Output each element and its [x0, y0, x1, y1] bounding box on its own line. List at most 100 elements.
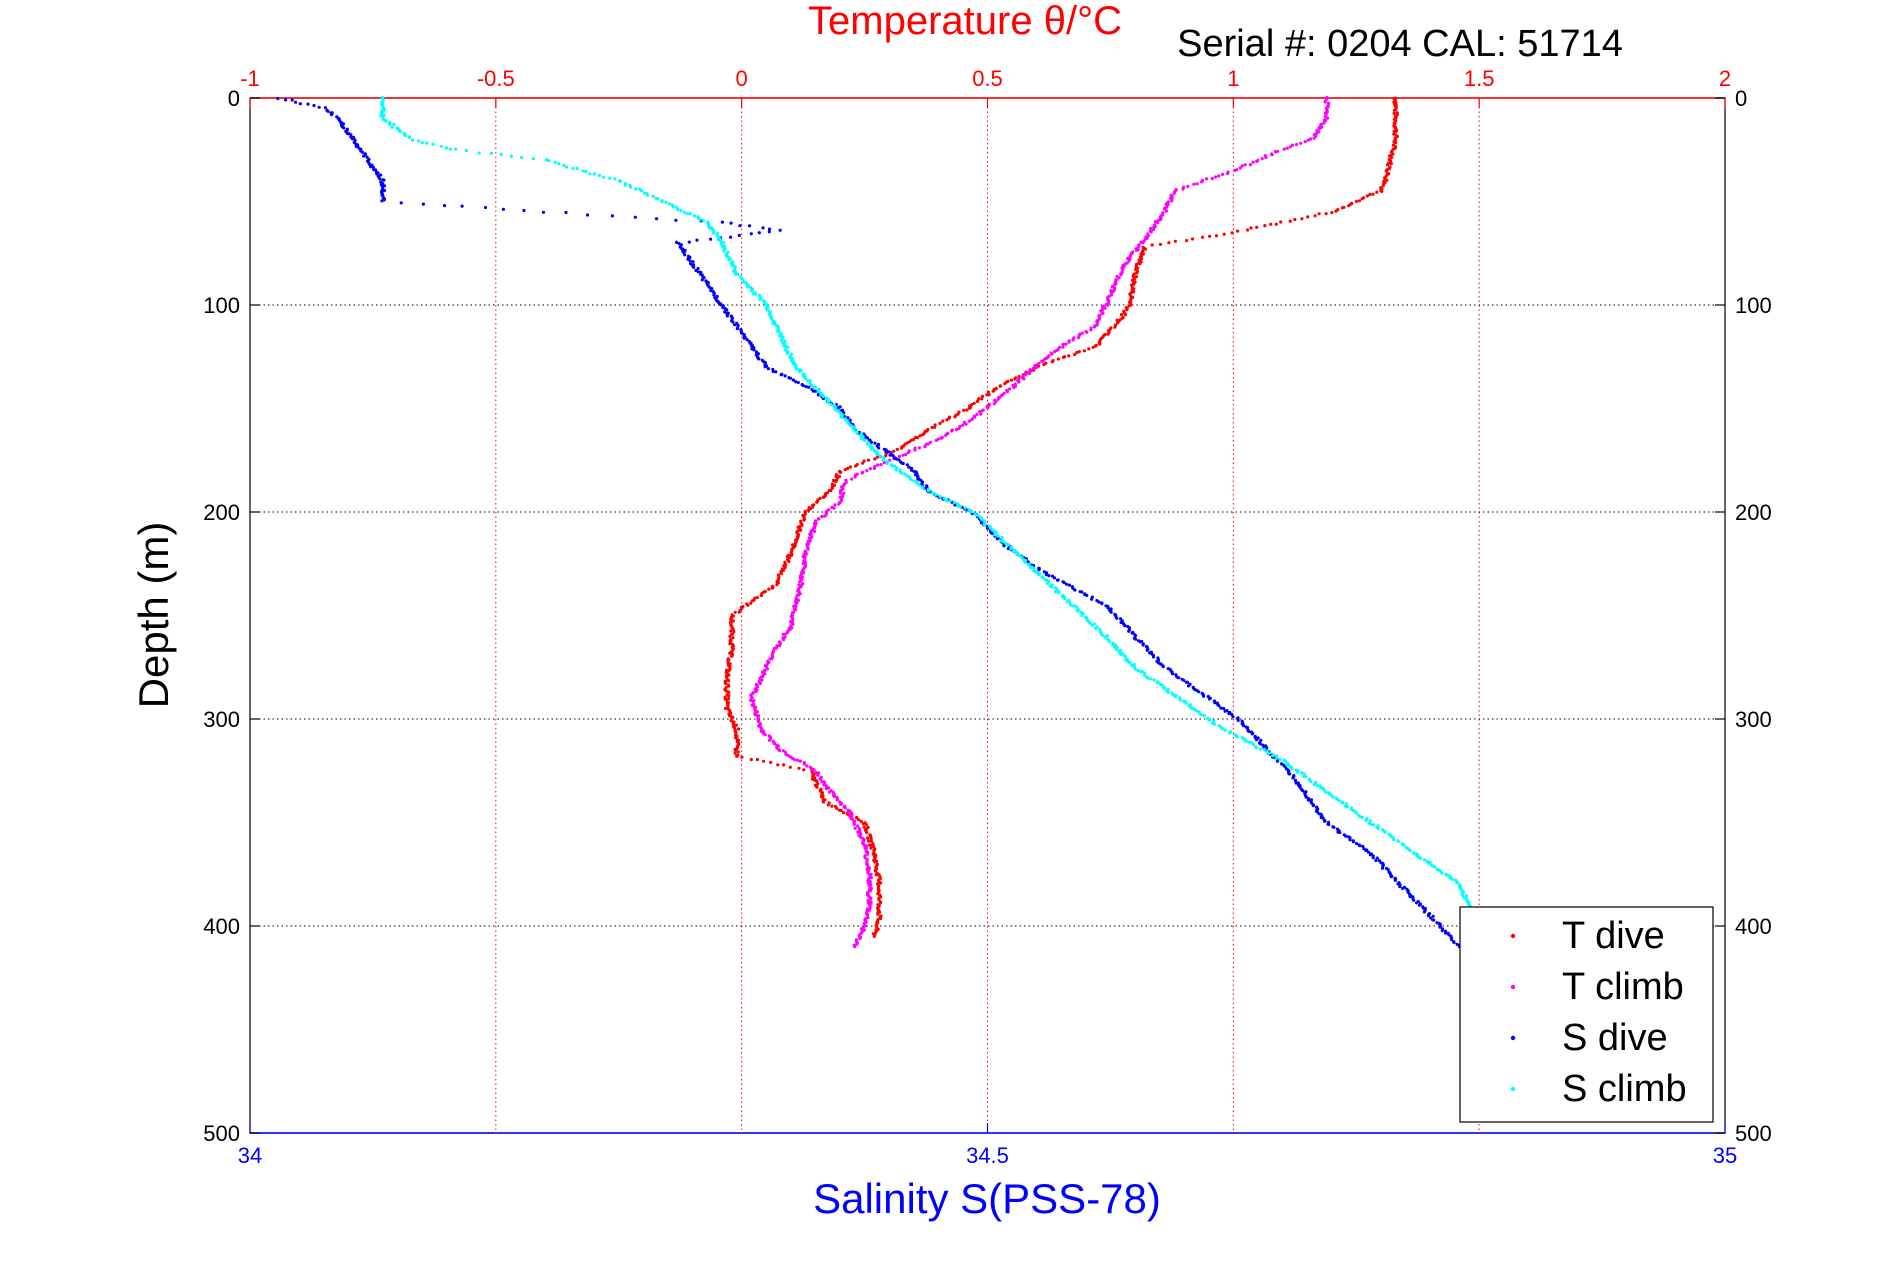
data-point	[399, 201, 403, 205]
data-point	[863, 924, 868, 928]
data-point	[1304, 775, 1308, 779]
data-point	[865, 830, 869, 835]
data-point	[1255, 159, 1259, 163]
data-point	[1186, 684, 1191, 688]
data-point	[1450, 938, 1454, 942]
data-point	[1173, 695, 1177, 699]
data-point	[425, 141, 429, 145]
left-tick-label: 200	[203, 500, 240, 525]
data-point	[1012, 385, 1016, 390]
data-point	[1295, 770, 1299, 774]
data-point	[1244, 739, 1248, 743]
data-point	[1366, 850, 1371, 854]
data-point	[1247, 729, 1251, 734]
data-point	[1368, 192, 1372, 196]
data-point	[1427, 861, 1431, 866]
data-point	[726, 703, 730, 708]
data-point	[1138, 262, 1142, 266]
data-point	[1223, 709, 1227, 713]
data-point	[1143, 247, 1148, 251]
data-point	[701, 219, 705, 223]
data-point	[798, 580, 802, 584]
data-point	[1117, 276, 1121, 280]
data-point	[1149, 226, 1153, 231]
data-point	[1345, 805, 1349, 809]
data-point	[679, 209, 683, 213]
data-point	[928, 440, 933, 444]
data-point	[707, 222, 711, 226]
data-point	[1100, 312, 1104, 316]
bottom-tick-label: 35	[1713, 1143, 1737, 1168]
data-point	[876, 452, 880, 457]
data-point	[1150, 243, 1154, 247]
data-point	[1037, 573, 1041, 577]
data-point	[985, 393, 989, 397]
data-point	[1141, 643, 1145, 647]
data-point	[388, 120, 392, 124]
data-point	[1005, 390, 1010, 394]
data-point	[745, 285, 750, 289]
data-point	[944, 433, 948, 437]
data-point	[938, 494, 942, 499]
data-point	[1139, 670, 1143, 674]
data-point	[1061, 342, 1065, 347]
data-point	[793, 364, 797, 368]
data-point	[820, 795, 825, 799]
data-point	[840, 415, 844, 419]
data-point	[1026, 562, 1030, 566]
data-point	[749, 693, 753, 697]
data-point	[752, 348, 756, 352]
data-point	[1212, 722, 1216, 726]
data-point	[709, 237, 713, 241]
data-point	[1304, 795, 1308, 799]
data-point	[1374, 858, 1378, 863]
data-point	[1260, 157, 1264, 161]
data-point	[942, 496, 946, 500]
data-point	[350, 137, 354, 141]
data-point	[1360, 815, 1364, 820]
data-point	[749, 341, 753, 345]
data-point	[696, 266, 700, 271]
data-point	[654, 217, 659, 221]
data-point	[816, 773, 820, 777]
data-point	[786, 753, 790, 758]
data-point	[759, 593, 764, 598]
data-point	[564, 210, 568, 215]
data-point	[1137, 258, 1141, 262]
data-point	[726, 679, 731, 683]
data-point	[1235, 735, 1239, 739]
data-point	[1178, 696, 1182, 700]
data-point	[1462, 896, 1466, 900]
legend-marker	[1510, 933, 1516, 939]
data-point	[1385, 163, 1390, 167]
data-point	[1259, 747, 1263, 751]
data-point	[879, 463, 883, 467]
data-point	[489, 151, 494, 155]
data-point	[675, 240, 679, 244]
data-point	[1195, 709, 1199, 713]
data-point	[1344, 802, 1349, 806]
data-point	[802, 518, 806, 522]
data-point	[866, 870, 870, 875]
data-point	[1063, 597, 1067, 601]
data-point	[774, 370, 778, 374]
right-tick-label: 0	[1735, 86, 1747, 111]
data-point	[1170, 672, 1175, 676]
data-point	[1053, 590, 1057, 594]
data-point	[759, 729, 763, 733]
data-point	[830, 804, 834, 808]
data-point	[1156, 221, 1160, 225]
data-point	[1064, 342, 1068, 346]
data-point	[873, 441, 877, 445]
data-point	[553, 160, 557, 164]
data-point	[1334, 209, 1338, 213]
top-tick-label: 1	[1227, 66, 1239, 91]
data-point	[1177, 676, 1181, 680]
data-point	[957, 426, 961, 431]
data-point	[869, 875, 874, 880]
data-point	[1241, 724, 1246, 728]
data-point	[861, 822, 866, 826]
data-point	[994, 399, 998, 404]
data-point	[730, 716, 734, 720]
data-point	[1248, 163, 1252, 167]
